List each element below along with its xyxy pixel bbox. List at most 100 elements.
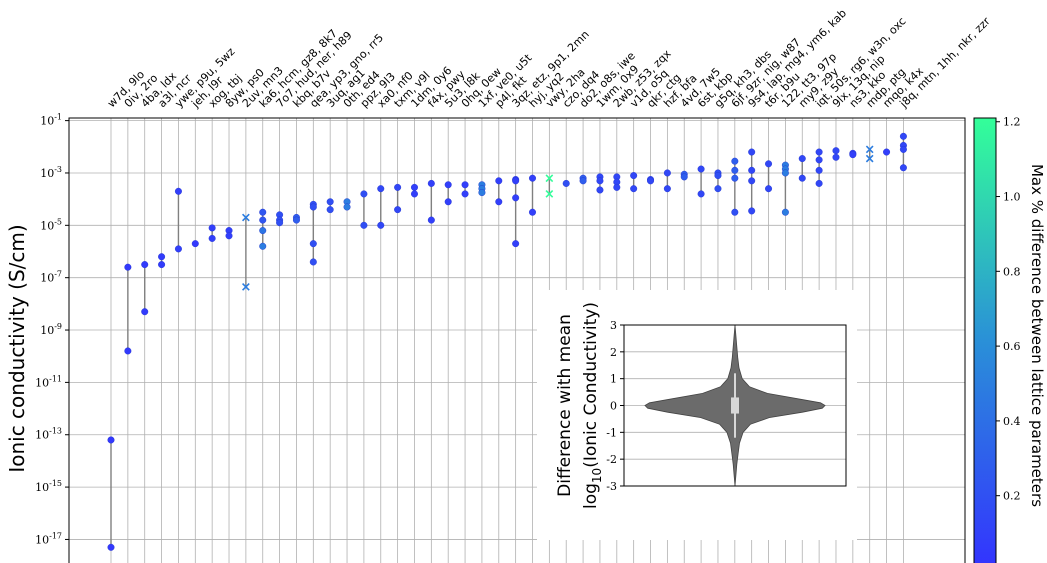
data-point xyxy=(410,183,418,191)
data-point xyxy=(225,232,233,240)
data-point xyxy=(899,164,907,172)
data-point xyxy=(630,185,638,193)
data-point xyxy=(815,166,823,174)
data-point xyxy=(748,207,756,215)
data-point xyxy=(512,240,520,248)
data-point xyxy=(124,347,132,355)
inset-y-ticks: -3 -2 -1 0 1 2 3 xyxy=(606,319,624,493)
data-point xyxy=(731,157,739,165)
data-points xyxy=(107,132,907,551)
data-point xyxy=(478,189,486,197)
colorbar-ticks: 0.2 0.4 0.6 0.8 1.0 1.2 xyxy=(996,116,1021,503)
inset-tick-label: -3 xyxy=(606,480,617,493)
data-point xyxy=(124,263,132,271)
data-point xyxy=(579,177,587,185)
inset-tick-label: -2 xyxy=(606,453,617,466)
y-tick-label: 10-17 xyxy=(35,531,62,546)
y-tick-label: 10-5 xyxy=(40,217,62,232)
y-axis-title: Ionic conductivity (S/cm) xyxy=(5,224,29,472)
data-point xyxy=(191,240,199,248)
data-point xyxy=(394,183,402,191)
data-point xyxy=(512,194,520,202)
y-tick-label: 10-11 xyxy=(35,374,62,389)
data-point xyxy=(360,190,368,198)
y-ticks: 10-17 10-15 10-13 10-11 10-9 10-7 10-5 10-3 10-1 xyxy=(35,113,69,546)
data-point xyxy=(495,198,503,206)
data-point xyxy=(309,240,317,248)
data-point xyxy=(798,174,806,182)
data-point xyxy=(663,185,671,193)
data-point xyxy=(174,187,182,195)
data-point-x xyxy=(865,154,874,163)
data-point xyxy=(158,261,166,269)
data-point xyxy=(259,208,267,216)
y-tick-label: 10-13 xyxy=(35,427,62,442)
inset-violin: -3 -2 -1 0 1 2 3 Difference with mean log10(Io… xyxy=(537,290,857,540)
data-point xyxy=(208,234,216,242)
data-point-x xyxy=(545,190,554,198)
data-point xyxy=(427,179,435,187)
data-point xyxy=(495,177,503,185)
data-point xyxy=(596,186,604,194)
data-point xyxy=(141,308,149,316)
data-point xyxy=(798,155,806,163)
data-point xyxy=(461,181,469,189)
data-point xyxy=(781,169,789,177)
data-point xyxy=(444,181,452,189)
data-point xyxy=(259,227,267,235)
x-category-label: j8q, mtn, 1hh, nkr, zzr xyxy=(897,14,993,110)
data-point xyxy=(276,219,284,227)
data-point xyxy=(748,177,756,185)
data-point xyxy=(512,177,520,185)
data-point xyxy=(562,179,570,187)
data-point xyxy=(748,166,756,174)
data-point xyxy=(309,203,317,211)
data-point xyxy=(883,148,891,156)
data-point xyxy=(529,208,537,216)
inset-y-title-line1: Difference with mean xyxy=(555,314,575,497)
data-point xyxy=(899,132,907,140)
data-point xyxy=(731,208,739,216)
data-point xyxy=(731,174,739,182)
data-point xyxy=(815,148,823,156)
colorbar-tick-label: 0.6 xyxy=(1003,340,1021,353)
data-point xyxy=(259,242,267,250)
y-tick-label: 10-9 xyxy=(40,322,62,337)
data-point xyxy=(765,185,773,193)
inset-y-title-line2: log10(Ionic Conductivity) xyxy=(581,302,604,509)
data-point xyxy=(208,224,216,232)
data-point xyxy=(630,172,638,180)
data-point-x xyxy=(545,174,554,183)
data-point xyxy=(158,253,166,261)
colorbar-gradient xyxy=(973,117,997,563)
data-point xyxy=(680,173,688,181)
colorbar-tick-label: 1.0 xyxy=(1003,191,1021,204)
inset-tick-label: -1 xyxy=(606,426,617,439)
data-point-x xyxy=(242,282,250,291)
data-point xyxy=(781,208,789,216)
data-point xyxy=(326,206,334,214)
main-plot-frame xyxy=(68,117,966,563)
data-point xyxy=(174,245,182,253)
data-point xyxy=(748,148,756,156)
inset-tick-label: 1 xyxy=(610,373,617,386)
y-tick-label: 10-7 xyxy=(40,270,62,285)
data-point xyxy=(529,174,537,182)
y-tick-label: 10-1 xyxy=(40,113,62,128)
data-point xyxy=(107,436,115,444)
colorbar-title: Max % difference between lattice paramet… xyxy=(1028,164,1046,507)
data-point xyxy=(107,543,115,551)
inset-tick-label: 3 xyxy=(610,319,617,332)
data-point xyxy=(141,261,149,269)
data-point xyxy=(663,169,671,177)
colorbar-tick-label: 0.8 xyxy=(1003,265,1021,278)
data-point-x xyxy=(242,213,250,222)
data-point xyxy=(765,160,773,168)
data-point xyxy=(697,165,705,173)
data-point xyxy=(343,203,351,211)
data-point xyxy=(326,198,334,206)
data-point xyxy=(731,166,739,174)
data-point xyxy=(444,198,452,206)
